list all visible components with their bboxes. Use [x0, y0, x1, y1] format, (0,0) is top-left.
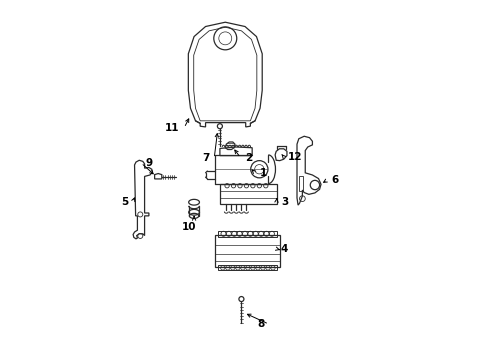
Text: 8: 8: [257, 319, 265, 329]
Text: 9: 9: [146, 158, 152, 168]
Text: 4: 4: [281, 244, 288, 254]
Text: 3: 3: [281, 197, 288, 207]
Text: 12: 12: [288, 152, 302, 162]
Text: 5: 5: [121, 197, 128, 207]
Text: 2: 2: [245, 153, 252, 163]
Text: 10: 10: [182, 222, 196, 232]
Text: 11: 11: [165, 123, 180, 133]
Text: 1: 1: [259, 168, 267, 178]
Text: 7: 7: [202, 153, 210, 163]
Text: 6: 6: [332, 175, 339, 185]
